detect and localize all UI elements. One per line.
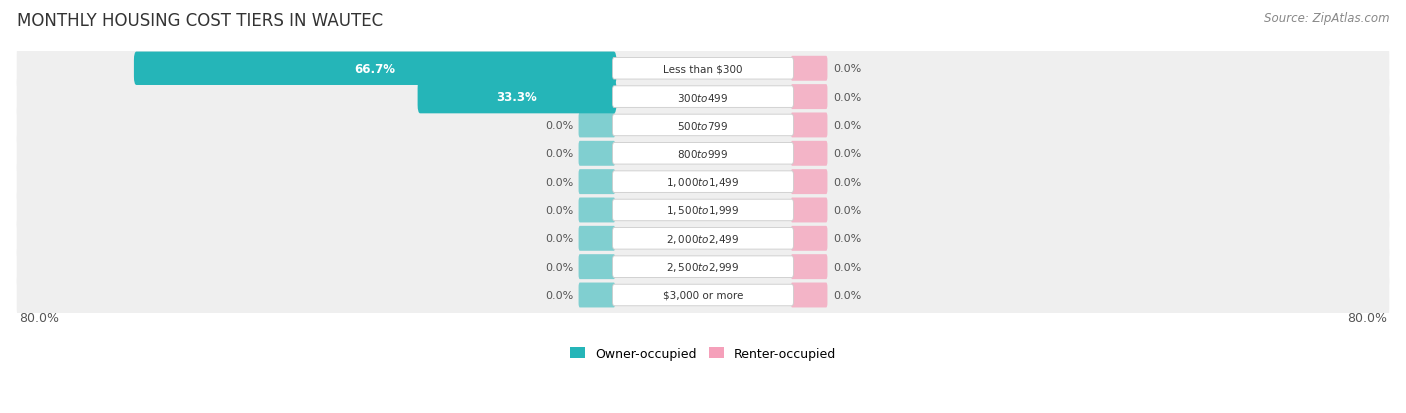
FancyBboxPatch shape bbox=[792, 113, 828, 138]
FancyBboxPatch shape bbox=[613, 285, 793, 306]
Text: $800 to $999: $800 to $999 bbox=[678, 148, 728, 160]
Text: 0.0%: 0.0% bbox=[832, 234, 862, 244]
FancyBboxPatch shape bbox=[17, 47, 1389, 91]
FancyBboxPatch shape bbox=[613, 143, 793, 165]
FancyBboxPatch shape bbox=[17, 76, 1389, 119]
Text: 0.0%: 0.0% bbox=[544, 121, 574, 131]
FancyBboxPatch shape bbox=[792, 142, 828, 166]
FancyBboxPatch shape bbox=[578, 283, 614, 308]
FancyBboxPatch shape bbox=[17, 132, 1389, 176]
Text: 0.0%: 0.0% bbox=[544, 177, 574, 187]
FancyBboxPatch shape bbox=[792, 226, 828, 251]
FancyBboxPatch shape bbox=[792, 254, 828, 280]
FancyBboxPatch shape bbox=[578, 254, 614, 280]
FancyBboxPatch shape bbox=[613, 228, 793, 249]
FancyBboxPatch shape bbox=[792, 85, 828, 110]
Text: 0.0%: 0.0% bbox=[832, 206, 862, 216]
FancyBboxPatch shape bbox=[613, 256, 793, 278]
Text: 0.0%: 0.0% bbox=[544, 149, 574, 159]
Text: 33.3%: 33.3% bbox=[496, 91, 537, 104]
Text: $2,000 to $2,499: $2,000 to $2,499 bbox=[666, 232, 740, 245]
Text: 0.0%: 0.0% bbox=[544, 290, 574, 300]
Text: 0.0%: 0.0% bbox=[544, 234, 574, 244]
FancyBboxPatch shape bbox=[17, 160, 1389, 204]
FancyBboxPatch shape bbox=[613, 58, 793, 80]
FancyBboxPatch shape bbox=[613, 200, 793, 221]
Text: 0.0%: 0.0% bbox=[832, 93, 862, 102]
FancyBboxPatch shape bbox=[792, 198, 828, 223]
Text: $1,500 to $1,999: $1,500 to $1,999 bbox=[666, 204, 740, 217]
FancyBboxPatch shape bbox=[613, 115, 793, 136]
Text: 66.7%: 66.7% bbox=[354, 63, 395, 76]
Text: Less than $300: Less than $300 bbox=[664, 64, 742, 74]
FancyBboxPatch shape bbox=[613, 87, 793, 108]
Text: 0.0%: 0.0% bbox=[832, 177, 862, 187]
Legend: Owner-occupied, Renter-occupied: Owner-occupied, Renter-occupied bbox=[565, 342, 841, 365]
FancyBboxPatch shape bbox=[17, 189, 1389, 232]
FancyBboxPatch shape bbox=[418, 81, 616, 114]
Text: 0.0%: 0.0% bbox=[832, 64, 862, 74]
Text: 0.0%: 0.0% bbox=[832, 149, 862, 159]
FancyBboxPatch shape bbox=[578, 198, 614, 223]
Text: $1,000 to $1,499: $1,000 to $1,499 bbox=[666, 176, 740, 189]
FancyBboxPatch shape bbox=[17, 245, 1389, 289]
Text: 0.0%: 0.0% bbox=[832, 262, 862, 272]
Text: $2,500 to $2,999: $2,500 to $2,999 bbox=[666, 261, 740, 273]
Text: 0.0%: 0.0% bbox=[832, 121, 862, 131]
Text: Source: ZipAtlas.com: Source: ZipAtlas.com bbox=[1264, 12, 1389, 25]
Text: MONTHLY HOUSING COST TIERS IN WAUTEC: MONTHLY HOUSING COST TIERS IN WAUTEC bbox=[17, 12, 382, 30]
FancyBboxPatch shape bbox=[613, 171, 793, 193]
Text: $300 to $499: $300 to $499 bbox=[678, 91, 728, 103]
Text: 0.0%: 0.0% bbox=[832, 290, 862, 300]
FancyBboxPatch shape bbox=[134, 52, 616, 86]
Text: $500 to $799: $500 to $799 bbox=[678, 120, 728, 132]
FancyBboxPatch shape bbox=[578, 142, 614, 166]
Text: 80.0%: 80.0% bbox=[1347, 312, 1386, 325]
FancyBboxPatch shape bbox=[17, 217, 1389, 261]
Text: 0.0%: 0.0% bbox=[544, 262, 574, 272]
FancyBboxPatch shape bbox=[17, 104, 1389, 147]
FancyBboxPatch shape bbox=[792, 170, 828, 195]
FancyBboxPatch shape bbox=[792, 57, 828, 81]
FancyBboxPatch shape bbox=[578, 170, 614, 195]
Text: $3,000 or more: $3,000 or more bbox=[662, 290, 744, 300]
FancyBboxPatch shape bbox=[578, 113, 614, 138]
FancyBboxPatch shape bbox=[17, 273, 1389, 317]
FancyBboxPatch shape bbox=[792, 283, 828, 308]
Text: 0.0%: 0.0% bbox=[544, 206, 574, 216]
Text: 80.0%: 80.0% bbox=[20, 312, 59, 325]
FancyBboxPatch shape bbox=[578, 226, 614, 251]
